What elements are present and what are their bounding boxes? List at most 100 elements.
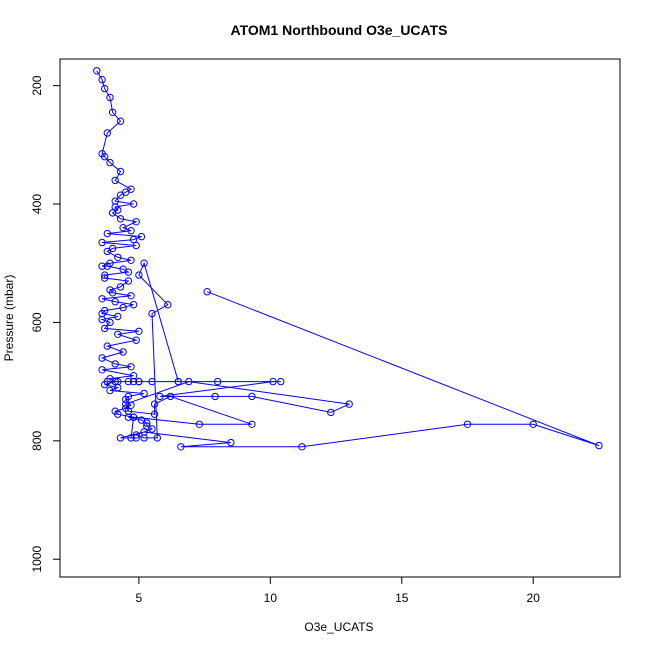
y-axis: 200 400 600 800 1000	[30, 75, 60, 573]
data-point	[148, 377, 156, 386]
y-tick-label: 600	[30, 312, 44, 332]
data-point	[116, 215, 125, 223]
data-point	[137, 232, 146, 241]
plot-frame	[59, 58, 621, 578]
data-point	[132, 434, 140, 442]
data-point	[185, 377, 193, 386]
data-point	[119, 303, 127, 312]
data-point	[116, 283, 125, 291]
data-point	[248, 392, 256, 401]
data-point	[148, 425, 156, 433]
data-point	[114, 253, 122, 261]
data-point	[143, 419, 151, 427]
data-point	[106, 93, 114, 102]
data-point	[156, 392, 164, 401]
data-point	[111, 360, 119, 368]
x-axis-label: O3e_UCATS	[304, 620, 373, 634]
data-point	[103, 377, 112, 386]
data-point	[214, 377, 222, 386]
data-point	[140, 389, 148, 398]
chart-title: ATOM1 Northbound O3e_UCATS	[231, 22, 448, 38]
data-point	[166, 392, 175, 401]
data-point	[111, 377, 119, 386]
data-point	[116, 191, 125, 199]
x-tick-label: 5	[136, 591, 143, 605]
data-point	[106, 158, 114, 167]
data-point	[103, 342, 112, 350]
data-point	[298, 443, 306, 451]
data-point	[124, 268, 133, 276]
data-point	[124, 277, 133, 285]
data-point	[327, 408, 335, 417]
data-point	[140, 434, 148, 442]
data-point	[101, 324, 109, 333]
data-point	[101, 153, 109, 161]
data-point	[98, 76, 106, 84]
data-point	[129, 301, 138, 309]
y-tick-label: 800	[30, 430, 44, 450]
data-point	[127, 363, 135, 371]
data-point	[164, 301, 172, 309]
y-axis-label: Pressure (mbar)	[2, 275, 16, 362]
data-point	[114, 410, 122, 418]
data-point	[203, 288, 211, 296]
data-point	[116, 167, 125, 176]
data-point	[227, 438, 235, 447]
data-point	[148, 309, 156, 318]
data-point	[124, 377, 133, 386]
data-point	[111, 298, 119, 306]
data-point	[211, 392, 219, 401]
data-point	[103, 247, 112, 256]
data-point	[119, 224, 127, 232]
data-point	[103, 262, 112, 270]
data-point	[103, 229, 112, 238]
data-point	[103, 129, 112, 137]
data-point	[129, 377, 138, 386]
data-point	[132, 241, 140, 250]
data-point	[140, 259, 148, 267]
data-point	[111, 197, 119, 205]
data-point	[463, 420, 472, 428]
data-point	[111, 176, 119, 185]
data-point	[277, 377, 285, 386]
data-point	[132, 336, 140, 344]
series-line	[96, 70, 600, 448]
data-point	[127, 434, 135, 442]
data-point	[114, 377, 122, 386]
data-point	[93, 67, 101, 75]
data-point	[108, 209, 117, 217]
data-point	[140, 428, 148, 436]
data-point	[101, 271, 109, 279]
data-point	[98, 366, 106, 374]
data-point	[177, 443, 185, 451]
data-point	[153, 434, 162, 442]
data-point	[114, 330, 122, 338]
data-point	[108, 108, 117, 117]
x-tick-label: 15	[395, 591, 409, 605]
plot-area	[93, 67, 603, 451]
data-point	[529, 420, 537, 428]
data-point	[98, 315, 106, 324]
data-point	[101, 84, 109, 93]
data-point	[129, 200, 138, 208]
data-point	[135, 271, 143, 279]
data-point	[248, 420, 256, 428]
data-point	[150, 410, 159, 418]
data-point	[595, 441, 603, 450]
data-point	[127, 227, 135, 235]
data-point	[119, 348, 127, 356]
data-point	[174, 377, 183, 386]
y-tick-label: 400	[30, 194, 44, 214]
x-tick-label: 20	[527, 591, 541, 605]
data-point	[116, 434, 125, 442]
data-point	[150, 400, 159, 408]
data-point	[129, 235, 138, 244]
y-tick-label: 1000	[30, 546, 44, 573]
data-point	[195, 420, 204, 428]
data-point	[114, 312, 122, 321]
x-tick-label: 10	[264, 591, 278, 605]
data-point	[135, 377, 143, 386]
data-point	[116, 117, 125, 125]
data-point	[101, 274, 109, 282]
